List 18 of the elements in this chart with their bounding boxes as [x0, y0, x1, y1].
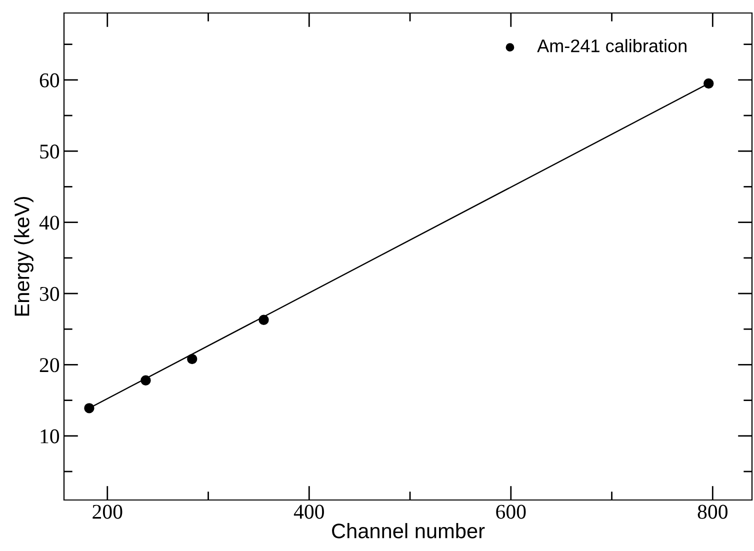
y-tick-label: 10	[40, 429, 60, 444]
point	[140, 375, 151, 386]
x-tick-label: 400	[294, 504, 324, 519]
y-tick-label: 20	[40, 358, 60, 372]
x-tick-label: 600	[496, 504, 526, 519]
point	[704, 78, 714, 89]
y-tick-label: 30	[40, 286, 60, 301]
y-tick-label: 40	[39, 216, 60, 230]
point	[187, 354, 198, 364]
y-tick-label: 60	[40, 73, 60, 88]
point	[84, 403, 94, 414]
x-tick-label: 800	[698, 504, 728, 519]
legend-label: Am-241 calibration	[537, 38, 686, 52]
y-axis-title: Energy (keV)	[14, 197, 34, 316]
y-tick-label: 50	[40, 144, 60, 159]
x-tick-label: 200	[92, 504, 122, 519]
point	[258, 314, 269, 325]
x-axis-title: Channel number	[332, 523, 485, 538]
